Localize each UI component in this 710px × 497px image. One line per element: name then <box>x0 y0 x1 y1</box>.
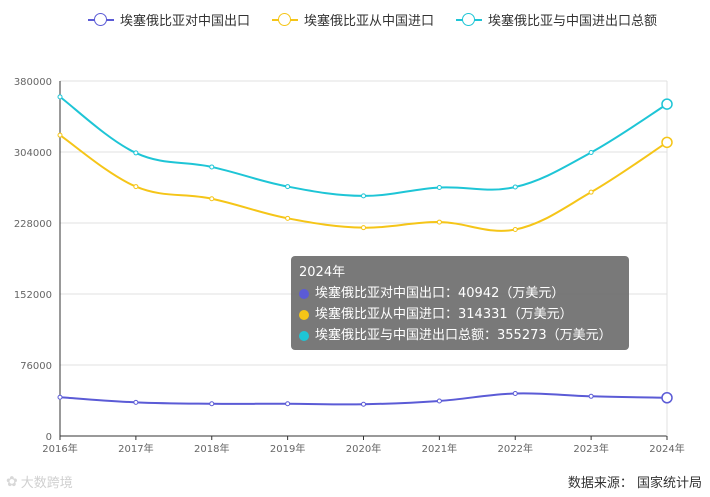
series-point-0[interactable] <box>57 394 63 400</box>
series-point-0[interactable] <box>588 393 594 399</box>
tooltip-row-import: 埃塞俄比亚从中国进口：314331（万美元） <box>299 304 621 325</box>
legend-item-import[interactable]: 埃塞俄比亚从中国进口 <box>272 10 434 29</box>
series-point-0[interactable] <box>361 401 366 407</box>
series-point-1[interactable] <box>361 225 366 231</box>
series-point-1[interactable] <box>133 184 139 190</box>
tooltip-dot-total-icon <box>299 330 309 341</box>
series-point-2[interactable] <box>661 98 673 110</box>
x-tick-label: 2023年 <box>573 442 608 455</box>
series-point-0[interactable] <box>661 392 673 404</box>
series-point-1[interactable] <box>661 136 673 149</box>
legend-label-import: 埃塞俄比亚从中国进口 <box>304 14 435 29</box>
series-point-0[interactable] <box>209 401 215 407</box>
y-tick-label: 0 <box>46 432 52 443</box>
series-point-1[interactable] <box>285 215 291 221</box>
series-line-2 <box>59 96 668 197</box>
series-point-2[interactable] <box>209 164 215 170</box>
watermark: ✿ 大数跨境 <box>6 472 73 492</box>
series-point-1[interactable] <box>436 219 442 225</box>
series-point-1[interactable] <box>57 132 63 138</box>
x-tick-label: 2020年 <box>346 442 381 455</box>
x-tick-label: 2018年 <box>194 442 229 455</box>
tooltip-text-total: 埃塞俄比亚与中国进出口总额：355273（万美元） <box>315 328 612 343</box>
series-point-1[interactable] <box>209 196 215 202</box>
y-tick-label: 76000 <box>20 361 52 372</box>
x-tick-label: 2019年 <box>270 442 305 455</box>
y-tick-label: 228000 <box>14 219 52 230</box>
legend-marker-total-icon <box>456 12 483 27</box>
tooltip-text-export: 埃塞俄比亚对中国出口：40942（万美元） <box>315 286 565 301</box>
x-tick-label: 2022年 <box>498 442 533 455</box>
series-point-2[interactable] <box>436 185 442 190</box>
legend-item-export[interactable]: 埃塞俄比亚对中国出口 <box>88 10 250 29</box>
watermark-text: 大数跨境 <box>20 476 73 491</box>
legend-label-total: 埃塞俄比亚与中国进出口总额 <box>488 14 658 29</box>
series-point-1[interactable] <box>512 227 518 233</box>
tooltip-row-export: 埃塞俄比亚对中国出口：40942（万美元） <box>299 283 621 304</box>
watermark-logo-icon: ✿ <box>6 473 18 490</box>
tooltip-dot-export-icon <box>299 288 309 299</box>
series-point-2[interactable] <box>285 184 291 190</box>
data-tooltip: 2024年 埃塞俄比亚对中国出口：40942（万美元） 埃塞俄比亚从中国进口：3… <box>291 256 629 350</box>
legend-marker-export-icon <box>88 12 114 27</box>
series-point-2[interactable] <box>57 94 63 100</box>
tooltip-text-import: 埃塞俄比亚从中国进口：314331（万美元） <box>315 307 573 322</box>
series-point-1[interactable] <box>588 189 594 195</box>
legend-item-total[interactable]: 埃塞俄比亚与中国进出口总额 <box>456 10 657 29</box>
series-point-0[interactable] <box>436 398 442 404</box>
chart-legend: 埃塞俄比亚对中国出口 埃塞俄比亚从中国进口 埃塞俄比亚与中国进出口总额 <box>88 10 657 29</box>
y-tick-label: 152000 <box>14 290 52 301</box>
x-tick-label: 2021年 <box>422 442 457 455</box>
series-point-0[interactable] <box>512 390 518 396</box>
series-point-0[interactable] <box>285 401 291 407</box>
x-tick-label: 2017年 <box>118 442 153 455</box>
tooltip-row-total: 埃塞俄比亚与中国进出口总额：355273（万美元） <box>299 325 621 346</box>
tooltip-title: 2024年 <box>299 265 346 280</box>
x-tick-label: 2016年 <box>42 442 77 455</box>
x-tick-label: 2024年 <box>649 442 684 455</box>
series-point-2[interactable] <box>588 149 594 155</box>
legend-label-export: 埃塞俄比亚对中国出口 <box>120 14 251 29</box>
series-point-2[interactable] <box>361 193 366 199</box>
y-tick-label: 380000 <box>14 77 52 88</box>
legend-marker-import-icon <box>272 12 299 27</box>
series-point-0[interactable] <box>133 399 139 405</box>
series-point-2[interactable] <box>512 184 518 190</box>
tooltip-dot-import-icon <box>299 309 309 320</box>
data-source: 数据来源： 国家统计局 <box>567 476 702 491</box>
y-tick-label: 304000 <box>14 148 52 159</box>
series-point-2[interactable] <box>133 150 139 156</box>
series-line-1 <box>59 134 668 232</box>
